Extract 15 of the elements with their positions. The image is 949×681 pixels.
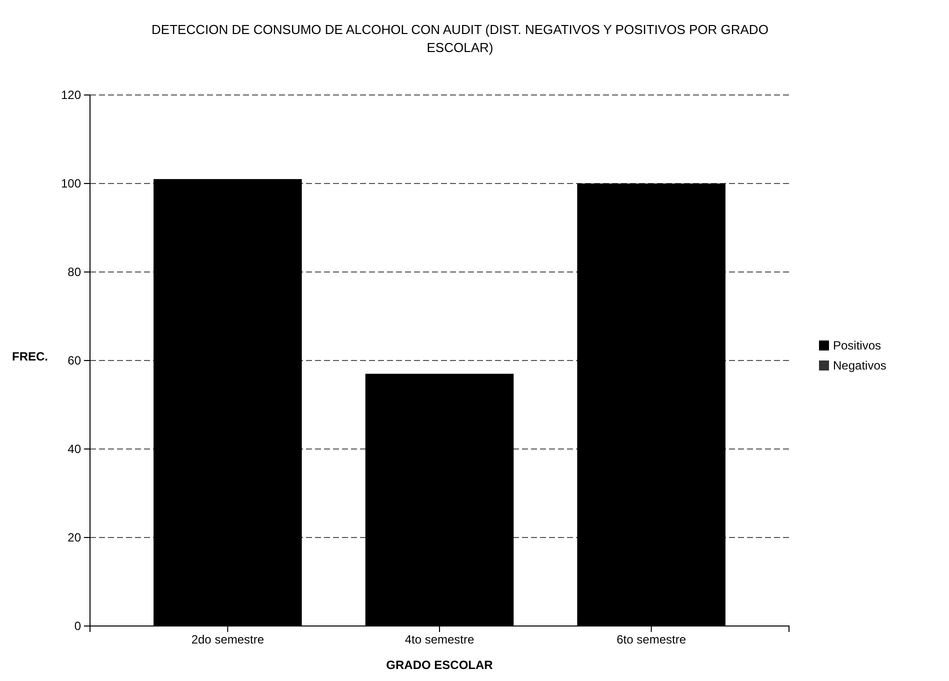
x-tick-label: 2do semestre (191, 632, 264, 647)
x-axis-title: GRADO ESCOLAR (386, 658, 494, 672)
y-tick-label: 80 (68, 264, 82, 279)
y-tick-label: 20 (68, 530, 82, 544)
y-tick-label: 60 (68, 353, 82, 368)
y-axis-title: FREC. (12, 350, 48, 364)
y-tick-label: 100 (60, 176, 82, 190)
y-tick-label: 0 (74, 618, 82, 633)
chart-title: DETECCION DE CONSUMO DE ALCOHOL CON AUDIT (DIST. NEGATIVOS Y POSITIVOS POR GRADO ESCOLAR) (152, 22, 768, 55)
y-tick-label: 40 (68, 442, 82, 456)
legend-label: Positivos (833, 338, 882, 352)
x-tick-label: 6to semestre (616, 632, 686, 647)
x-tick-label: 4to semestre (404, 632, 474, 647)
y-tick-label: 120 (60, 88, 82, 102)
legend-label: Negativos (833, 358, 886, 372)
